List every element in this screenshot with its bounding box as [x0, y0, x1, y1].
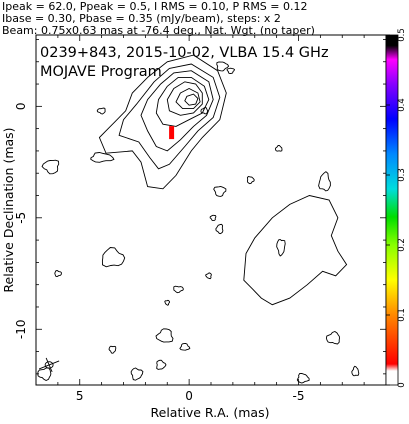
stokes-i-contours	[37, 54, 360, 384]
contour-island	[215, 223, 224, 235]
x-tick-label: -5	[293, 389, 305, 403]
core-contour-2	[118, 63, 221, 170]
beam-shape	[44, 361, 54, 369]
contour-island	[101, 247, 126, 268]
header-line-3: Beam: 0.75x0.63 mas at -76.4 deg., Nat. …	[2, 24, 315, 37]
colorbar-tick-label: 0.4	[397, 98, 407, 112]
chart-title: 0239+843, 2015-10-02, VLBA 15.4 GHz	[40, 45, 329, 61]
contour-island	[209, 214, 217, 222]
polarization-mark	[169, 126, 175, 140]
core-contour-7	[184, 93, 199, 106]
y-tick-label: -5	[14, 212, 28, 224]
core-contour-3	[140, 70, 214, 152]
y-axis-ticks: 0 -5 -10	[14, 39, 386, 375]
contour-island	[213, 186, 227, 197]
core-contour-4	[155, 76, 210, 127]
x-axis-label: Relative R.A. (mas)	[151, 405, 270, 420]
core-contour-1	[98, 54, 227, 190]
x-tick-label: 0	[185, 389, 193, 403]
contour-island	[325, 330, 340, 345]
contour-island	[156, 359, 167, 370]
header-line-1: Ipeak = 62.0, Ppeak = 0.5, I RMS = 0.10,…	[2, 0, 308, 13]
contour-island	[130, 367, 144, 381]
contour-island	[200, 106, 209, 115]
contour-island	[318, 171, 331, 192]
contour-island	[164, 299, 170, 306]
x-axis-ticks: 5 0 -5	[57, 35, 365, 403]
contour-island	[276, 239, 286, 257]
chart-subtitle: MOJAVE Program	[40, 64, 162, 80]
y-tick-label: -10	[14, 319, 28, 339]
contour-island	[37, 367, 52, 382]
contour-island	[173, 285, 184, 294]
contour-island	[96, 107, 106, 115]
contour-island	[179, 343, 191, 351]
contour-island	[246, 176, 255, 185]
contour-island	[108, 345, 117, 354]
colorbar-tick-label: 0.3	[397, 168, 407, 182]
contour-island	[205, 272, 212, 280]
polarization-feature	[169, 126, 175, 140]
colorbar-ticks: 0 0.1 0.2 0.3 0.4 0.5	[386, 28, 407, 388]
y-tick-label: 0	[14, 103, 28, 111]
colorbar-tick-label: 0.2	[397, 238, 407, 252]
contour-island	[351, 365, 360, 377]
extended-emission-contour	[243, 195, 348, 306]
contour-island	[216, 61, 230, 72]
contour-island	[54, 270, 62, 277]
header-line-2: Ibase = 0.30, Pbase = 0.35 (mJy/beam), s…	[2, 12, 281, 25]
colorbar-tick-label: 0.1	[397, 308, 407, 322]
beam-ellipse	[38, 357, 60, 373]
contour-island	[274, 145, 283, 152]
colorbar	[385, 34, 399, 386]
contour-island	[90, 152, 115, 163]
y-axis-label: Relative Declination (mas)	[1, 127, 16, 292]
contour-island	[226, 67, 236, 74]
contour-island	[41, 159, 60, 175]
colorbar-tick-label: 0	[397, 382, 407, 387]
contour-island	[296, 373, 310, 384]
colorbar-tick-label: 0.5	[397, 28, 407, 42]
x-tick-label: 5	[76, 389, 84, 403]
core-contour-5	[166, 81, 203, 116]
beam-minor-axis	[45, 357, 53, 373]
contour-island	[155, 328, 174, 343]
core-contour-6	[175, 87, 201, 110]
